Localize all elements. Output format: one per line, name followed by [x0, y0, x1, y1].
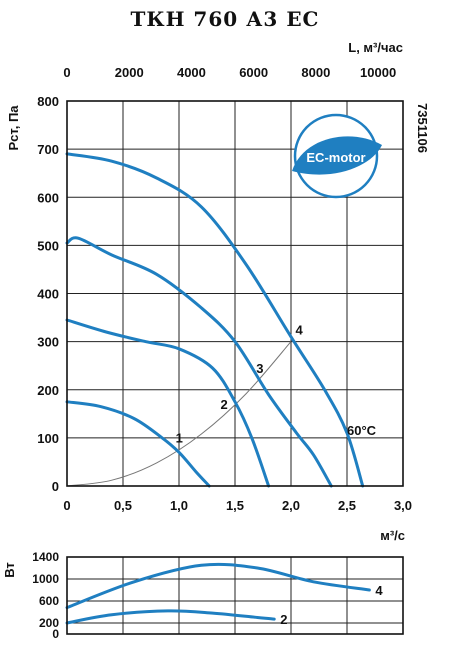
x-tick-label: 1,5 — [226, 498, 244, 513]
y-tick-label: 500 — [37, 238, 59, 253]
power-curve-labels: 24 — [280, 583, 383, 627]
system-curve-layer — [66, 341, 292, 487]
chart-title: ТКН 760 А3 ЕС — [131, 7, 320, 31]
curve-label: 2 — [220, 397, 227, 412]
power-y-tick-label: 1400 — [32, 550, 59, 564]
y-tick-label: 0 — [52, 479, 59, 494]
x-tick-label: 1,0 — [170, 498, 188, 513]
y-tick-label: 300 — [37, 335, 59, 350]
top-tick-label: 2000 — [115, 65, 144, 80]
main-tick-labels: 0 0,5 1,0 1,5 2,0 2,5 3,0 0 100 200 300 400 500 600 70… — [37, 65, 412, 513]
y-tick-label: 100 — [37, 431, 59, 446]
power-curve-label: 4 — [375, 583, 383, 598]
power-curve-label: 2 — [280, 612, 287, 627]
y-axis-label: Рст, Па — [6, 105, 21, 151]
curve-label: 1 — [176, 431, 183, 446]
x-axis-label: м³/с — [380, 528, 405, 543]
y-tick-label: 400 — [37, 287, 59, 302]
temperature-label: 60°C — [347, 423, 377, 438]
power-y-tick-label: 1000 — [32, 572, 59, 586]
power-y-tick-label: 200 — [39, 616, 59, 630]
power-curves — [65, 562, 371, 625]
pressure-curve-4 — [65, 152, 365, 488]
power-curve-2 — [65, 609, 276, 625]
power-grid — [66, 556, 404, 635]
leaf-icon — [292, 136, 382, 175]
top-tick-label: 0 — [63, 65, 70, 80]
y-tick-label: 800 — [37, 94, 59, 109]
power-axis-label: Вт — [2, 562, 17, 578]
curve-labels: 1 2 3 4 — [176, 322, 304, 445]
x-tick-label: 2,5 — [338, 498, 356, 513]
top-tick-label: 8000 — [301, 65, 330, 80]
power-curve-4 — [65, 562, 371, 610]
top-tick-label: 4000 — [177, 65, 206, 80]
pressure-curve-1 — [65, 400, 211, 488]
pressure-curve-3 — [65, 236, 333, 488]
badge-text: EC-motor — [306, 150, 365, 165]
curve-label: 3 — [256, 361, 263, 376]
pressure-curve-2 — [65, 318, 271, 488]
y-tick-label: 600 — [37, 190, 59, 205]
system-resistance-curve — [66, 341, 292, 487]
power-y-tick-label: 600 — [39, 594, 59, 608]
top-axis-label: L, м³/час — [348, 40, 403, 55]
top-tick-label: 10000 — [360, 65, 396, 80]
pressure-curves — [65, 152, 365, 488]
ec-motor-badge: EC-motor — [292, 113, 382, 199]
x-tick-label: 3,0 — [394, 498, 412, 513]
x-tick-label: 2,0 — [282, 498, 300, 513]
y-tick-label: 200 — [37, 383, 59, 398]
x-tick-label: 0 — [63, 498, 70, 513]
power-y-tick-label: 0 — [52, 627, 59, 641]
x-tick-label: 0,5 — [114, 498, 132, 513]
curve-label: 4 — [295, 322, 303, 337]
power-plot-frame — [66, 556, 404, 635]
top-tick-label: 6000 — [239, 65, 268, 80]
product-code: 7351106 — [415, 103, 430, 153]
y-tick-label: 700 — [37, 142, 59, 157]
main-plot-frame — [66, 100, 404, 487]
